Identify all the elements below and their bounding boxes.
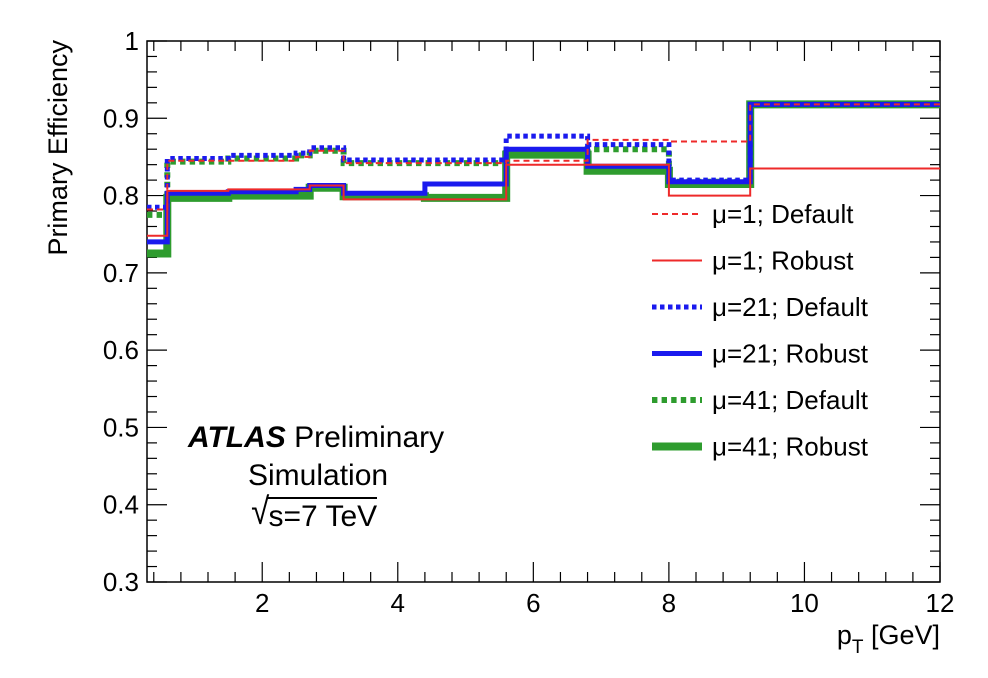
y-tick-label: 0.9 bbox=[103, 103, 139, 133]
y-tick-label: 0.3 bbox=[103, 567, 139, 597]
series-layer bbox=[147, 100, 940, 258]
simulation-label: Simulation bbox=[248, 459, 389, 492]
legend-label-5: μ=41; Default bbox=[712, 385, 869, 415]
energy-value: s=7 TeV bbox=[268, 497, 378, 533]
legend-label-3: μ=21; Default bbox=[712, 292, 869, 322]
x-tick-label: 6 bbox=[526, 588, 540, 618]
y-axis-label: Primary Efficiency bbox=[43, 40, 73, 256]
y-tick-label: 0.7 bbox=[103, 258, 139, 288]
x-tick-label: 2 bbox=[255, 588, 269, 618]
energy-label: √s=7 TeV bbox=[251, 491, 378, 535]
x-tick-label: 10 bbox=[790, 588, 819, 618]
y-tick-label: 0.5 bbox=[103, 412, 139, 442]
atlas-label-block: ATLAS Preliminary bbox=[188, 420, 444, 456]
x-axis-label: pT [GeV] bbox=[837, 620, 940, 658]
y-tick-label: 0.4 bbox=[103, 490, 139, 520]
axis-ticks bbox=[147, 40, 941, 583]
plot-border bbox=[146, 40, 941, 583]
series-line-3 bbox=[147, 101, 940, 210]
x-tick-label: 12 bbox=[926, 588, 955, 618]
x-tick-label: 8 bbox=[662, 588, 676, 618]
plot-frame bbox=[146, 40, 941, 583]
series-line-6 bbox=[147, 100, 940, 258]
legend: μ=1; Default μ=1; Robust μ=21; Default μ=21… bbox=[652, 199, 869, 462]
legend-label-6: μ=41; Robust bbox=[712, 432, 869, 462]
y-tick-label: 0.6 bbox=[103, 335, 139, 365]
y-tick-label: 0.8 bbox=[103, 181, 139, 211]
legend-label-2: μ=1; Robust bbox=[712, 246, 854, 276]
atlas-label: ATLAS bbox=[188, 421, 286, 454]
legend-label-4: μ=21; Robust bbox=[712, 339, 869, 369]
legend-label-1: μ=1; Default bbox=[712, 199, 854, 229]
x-tick-label: 4 bbox=[391, 588, 405, 618]
sqrt-symbol: √ bbox=[251, 491, 270, 533]
y-tick-label: 1 bbox=[125, 26, 139, 56]
series-line-2 bbox=[147, 163, 940, 237]
preliminary-label: Preliminary bbox=[294, 421, 445, 454]
